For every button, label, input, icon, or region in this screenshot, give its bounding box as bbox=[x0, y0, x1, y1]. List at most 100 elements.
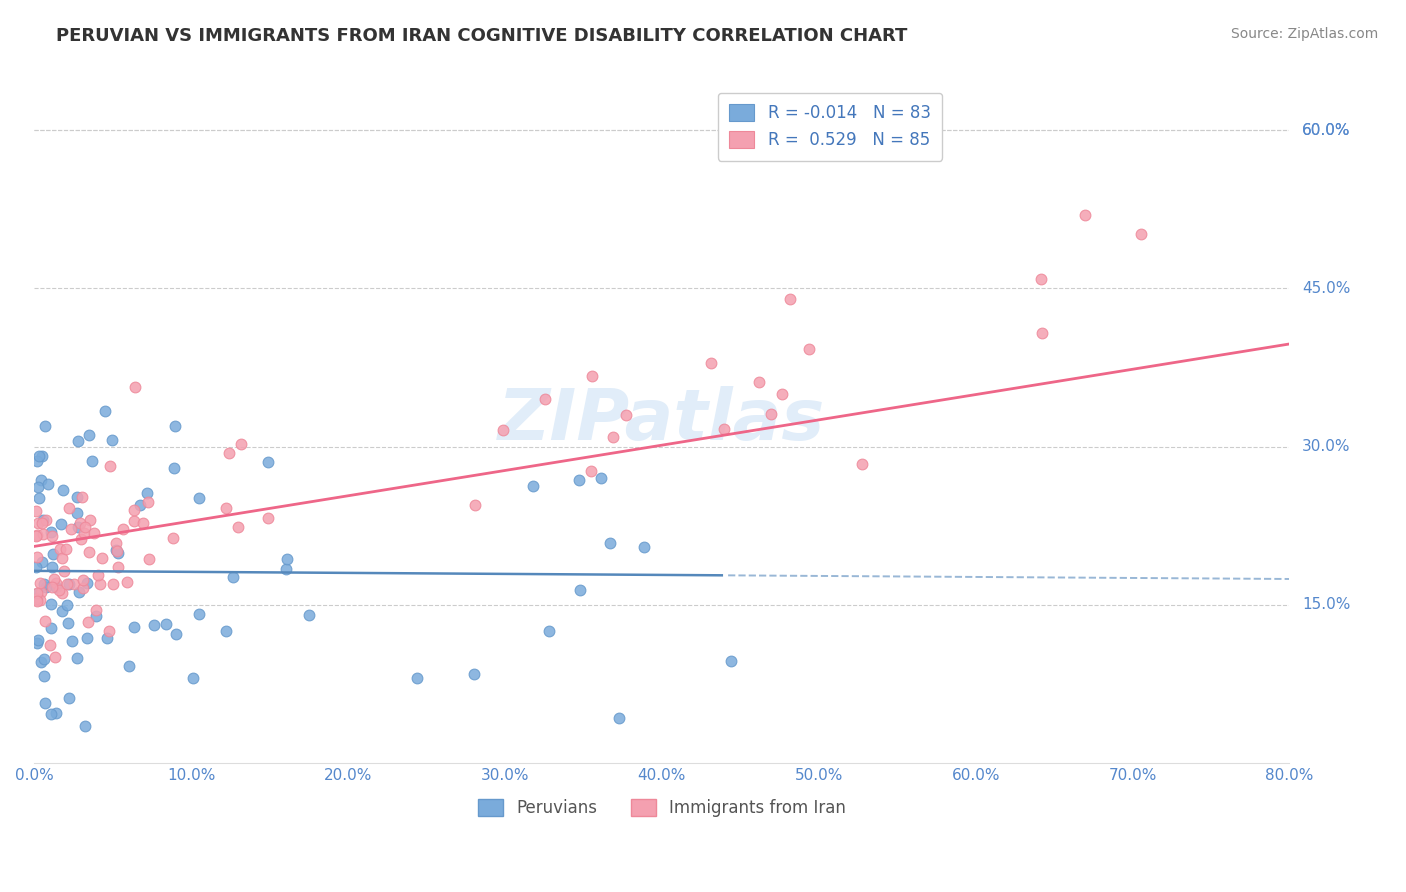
Point bbox=[96, 631, 118, 645]
Point bbox=[1074, 208, 1097, 222]
Point bbox=[537, 624, 560, 638]
Point bbox=[32, 513, 55, 527]
Point bbox=[122, 514, 145, 528]
Point bbox=[581, 464, 603, 478]
Point bbox=[66, 519, 89, 533]
Point bbox=[122, 502, 145, 516]
Point bbox=[298, 607, 321, 622]
Point bbox=[72, 581, 94, 595]
Point bbox=[31, 516, 53, 530]
Point bbox=[67, 434, 90, 448]
Point bbox=[27, 633, 49, 648]
Point bbox=[87, 568, 110, 582]
Point bbox=[65, 651, 87, 665]
Point bbox=[79, 513, 101, 527]
Point bbox=[759, 408, 782, 422]
Point bbox=[51, 551, 73, 566]
Point bbox=[614, 408, 637, 422]
Point bbox=[464, 498, 486, 512]
Point bbox=[107, 559, 129, 574]
Text: 60.0%: 60.0% bbox=[1302, 123, 1351, 137]
Point bbox=[136, 486, 159, 500]
Point bbox=[82, 454, 104, 468]
Point bbox=[163, 419, 186, 434]
Point bbox=[534, 392, 557, 407]
Point bbox=[215, 501, 238, 516]
Point bbox=[105, 542, 128, 557]
Point bbox=[581, 368, 603, 383]
Point bbox=[25, 504, 48, 518]
Point bbox=[69, 516, 91, 531]
Point bbox=[32, 527, 55, 541]
Point bbox=[276, 562, 298, 576]
Point bbox=[55, 599, 77, 613]
Point bbox=[155, 616, 177, 631]
Point bbox=[118, 659, 141, 673]
Point bbox=[72, 574, 94, 588]
Point bbox=[37, 477, 59, 491]
Point bbox=[41, 559, 63, 574]
Point bbox=[34, 419, 56, 434]
Point bbox=[67, 584, 90, 599]
Text: Source: ZipAtlas.com: Source: ZipAtlas.com bbox=[1230, 27, 1378, 41]
Point bbox=[34, 581, 56, 595]
Point bbox=[162, 531, 184, 545]
Point bbox=[89, 576, 111, 591]
Point bbox=[27, 585, 49, 599]
Point bbox=[589, 471, 612, 485]
Point bbox=[58, 690, 80, 705]
Point bbox=[59, 522, 82, 536]
Point bbox=[76, 632, 98, 646]
Point bbox=[770, 386, 793, 401]
Point bbox=[91, 550, 114, 565]
Point bbox=[257, 510, 280, 524]
Point bbox=[58, 577, 80, 591]
Point bbox=[713, 422, 735, 436]
Point bbox=[28, 593, 51, 607]
Point bbox=[70, 490, 93, 504]
Point bbox=[52, 564, 75, 578]
Point bbox=[799, 343, 821, 357]
Point bbox=[41, 706, 63, 721]
Point bbox=[25, 593, 48, 607]
Point bbox=[25, 591, 48, 606]
Point bbox=[30, 473, 52, 487]
Point bbox=[112, 522, 135, 536]
Point bbox=[25, 529, 48, 543]
Point bbox=[28, 449, 51, 463]
Point bbox=[143, 618, 166, 632]
Text: ZIPatlas: ZIPatlas bbox=[498, 385, 825, 455]
Text: PERUVIAN VS IMMIGRANTS FROM IRAN COGNITIVE DISABILITY CORRELATION CHART: PERUVIAN VS IMMIGRANTS FROM IRAN COGNITI… bbox=[56, 27, 908, 45]
Point bbox=[101, 577, 124, 591]
Point bbox=[44, 649, 66, 664]
Point bbox=[76, 576, 98, 591]
Point bbox=[107, 545, 129, 559]
Point bbox=[101, 433, 124, 447]
Point bbox=[276, 552, 298, 566]
Point bbox=[165, 626, 187, 640]
Point bbox=[93, 404, 115, 418]
Point bbox=[599, 536, 621, 550]
Point bbox=[31, 449, 53, 463]
Point bbox=[52, 483, 75, 497]
Point bbox=[60, 634, 83, 648]
Point bbox=[86, 608, 108, 623]
Point bbox=[104, 536, 127, 550]
Point bbox=[229, 437, 252, 451]
Point bbox=[633, 540, 655, 554]
Point bbox=[32, 576, 55, 591]
Point bbox=[181, 671, 204, 685]
Point bbox=[129, 498, 152, 512]
Point bbox=[107, 544, 129, 558]
Point bbox=[75, 718, 97, 732]
Point bbox=[25, 453, 48, 467]
Point bbox=[49, 541, 72, 556]
Point bbox=[77, 545, 100, 559]
Point bbox=[62, 576, 84, 591]
Point bbox=[222, 569, 245, 583]
Point bbox=[73, 526, 96, 541]
Point bbox=[522, 479, 544, 493]
Point bbox=[42, 547, 65, 561]
Point bbox=[1129, 227, 1152, 242]
Point bbox=[51, 586, 73, 600]
